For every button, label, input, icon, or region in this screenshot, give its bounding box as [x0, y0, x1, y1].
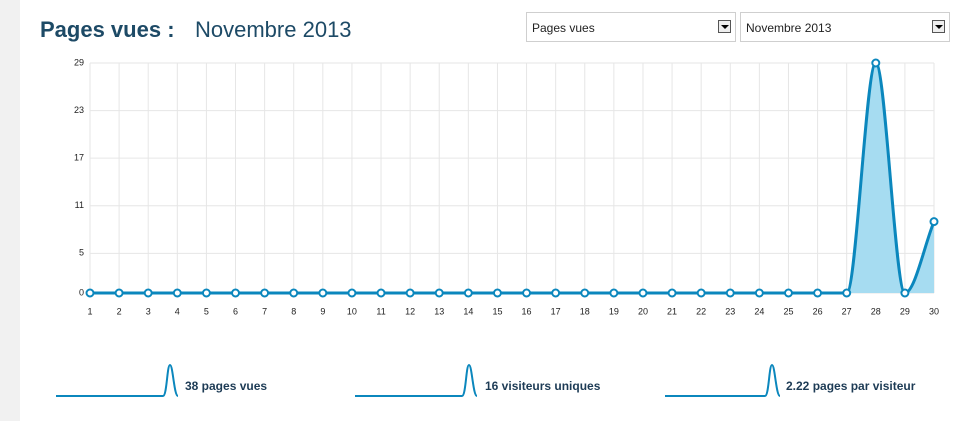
- x-tick-label: 16: [522, 306, 532, 316]
- point: [85, 288, 95, 298]
- x-tick-label: 6: [233, 306, 238, 316]
- x-tick-label: 19: [609, 306, 619, 316]
- x-tick-label: 28: [871, 306, 881, 316]
- dropdown-arrow[interactable]: [932, 20, 945, 33]
- point: [347, 288, 357, 298]
- x-tick-label: 5: [204, 306, 209, 316]
- point: [260, 288, 270, 298]
- line: [89, 61, 936, 295]
- selector-text: Novembre 2013: [746, 21, 832, 35]
- side-strip: [0, 0, 20, 421]
- point: [842, 288, 852, 298]
- point: [289, 288, 299, 298]
- point: [551, 288, 561, 298]
- x-tick-label: 14: [463, 306, 473, 316]
- x-tick-label: 18: [580, 306, 590, 316]
- x-tick-label: 26: [813, 306, 823, 316]
- point: [667, 288, 677, 298]
- y-tick-label: 29: [74, 57, 84, 67]
- x-tick-label: 11: [376, 306, 385, 316]
- point: [405, 288, 415, 298]
- point: [638, 288, 648, 298]
- point: [114, 288, 124, 298]
- point: [201, 288, 211, 298]
- x-tick-label: 8: [291, 306, 296, 316]
- x-tick-label: 2: [117, 306, 122, 316]
- y-tick-label: 11: [75, 200, 84, 210]
- point: [754, 288, 764, 298]
- stat: 2.22 pages par visiteur: [786, 379, 916, 393]
- point: [725, 288, 735, 298]
- x-tick-label: 29: [900, 306, 910, 316]
- point: [929, 217, 939, 227]
- sparkline: [665, 363, 781, 397]
- point: [900, 288, 910, 298]
- x-tick-label: 20: [638, 306, 648, 316]
- x-tick-label: 4: [175, 306, 180, 316]
- x-tick-label: 3: [146, 306, 151, 316]
- x-tick-label: 7: [262, 306, 267, 316]
- y-tick-label: 23: [74, 105, 84, 115]
- title: Pages vues :: [40, 17, 175, 42]
- sparkline: [56, 363, 179, 397]
- x-tick-label: 24: [754, 306, 764, 316]
- x-tick-label: 23: [725, 306, 735, 316]
- subtitle: Novembre 2013: [195, 17, 352, 42]
- point: [580, 288, 590, 298]
- x-tick-label: 17: [551, 306, 561, 316]
- point: [696, 288, 706, 298]
- point: [231, 288, 241, 298]
- point: [434, 288, 444, 298]
- y-tick-label: 5: [79, 248, 84, 258]
- point: [783, 288, 793, 298]
- x-tick-label: 21: [667, 306, 677, 316]
- point: [871, 58, 881, 68]
- point: [143, 288, 153, 298]
- point: [492, 288, 502, 298]
- x-tick-label: 13: [434, 306, 444, 316]
- point: [522, 288, 532, 298]
- x-tick-label: 9: [320, 306, 325, 316]
- selector-metric[interactable]: Pages vues: [526, 12, 736, 42]
- sparkline: [56, 363, 781, 397]
- x-tick-label: 25: [783, 306, 793, 316]
- x-tick-label: 15: [492, 306, 502, 316]
- area: [90, 63, 934, 293]
- stat: 16 visiteurs uniques: [485, 379, 601, 393]
- y-tick-label: 0: [79, 287, 84, 297]
- x-tick-label: 10: [347, 306, 357, 316]
- y-tick-label: 17: [74, 153, 84, 163]
- selector-month[interactable]: Novembre 2013: [740, 12, 950, 42]
- x-tick-label: 1: [87, 306, 92, 316]
- stat: 38 pages vues: [185, 379, 267, 393]
- x-tick-label: 22: [696, 306, 706, 316]
- x-tick-label: 27: [842, 306, 852, 316]
- selector-text: Pages vues: [532, 21, 595, 35]
- dropdown-arrow[interactable]: [718, 20, 731, 33]
- x-tick-label: 30: [929, 306, 939, 316]
- point: [609, 288, 619, 298]
- point: [376, 288, 386, 298]
- point: [463, 288, 473, 298]
- point: [318, 288, 328, 298]
- sparkline: [355, 363, 478, 397]
- x-tick-label: 12: [405, 306, 415, 316]
- point: [172, 288, 182, 298]
- point: [813, 288, 823, 298]
